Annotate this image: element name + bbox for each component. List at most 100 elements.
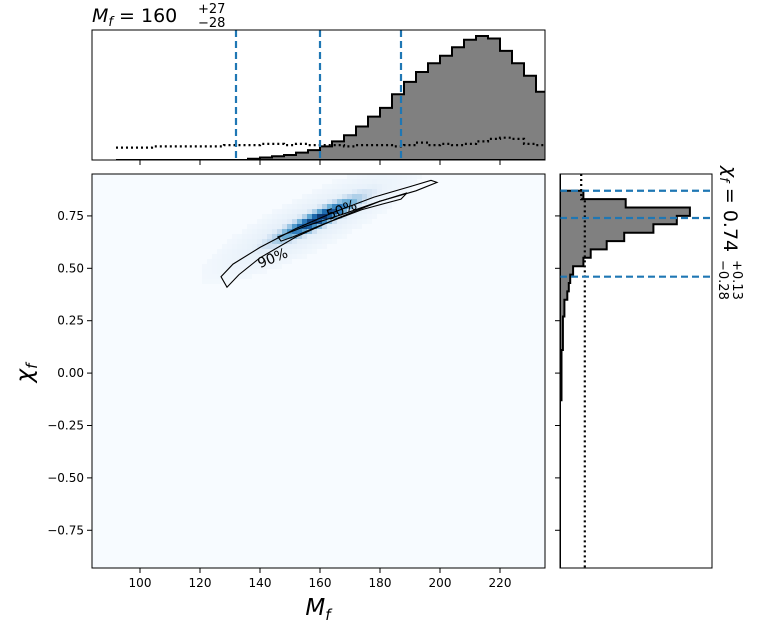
heatmap-cell — [257, 234, 262, 239]
heatmap-cell — [267, 259, 272, 264]
heatmap-cell — [342, 199, 347, 204]
heatmap-cell — [277, 209, 282, 214]
heatmap-cell — [357, 204, 362, 209]
x-tick-label: 100 — [129, 576, 152, 590]
heatmap-cell — [222, 244, 227, 249]
heatmap-cell — [322, 194, 327, 199]
heatmap-cell — [252, 264, 257, 269]
heatmap-cell — [392, 199, 397, 204]
heatmap-cell — [357, 189, 362, 194]
heatmap-cell — [212, 259, 217, 264]
heatmap-cell — [392, 184, 397, 189]
heatmap-cell — [272, 229, 277, 234]
heatmap-cell — [262, 254, 267, 259]
heatmap-cell — [207, 274, 212, 279]
heatmap-cell — [282, 209, 287, 214]
heatmap-cell — [352, 189, 357, 194]
heatmap-cell — [287, 234, 292, 239]
heatmap-cell — [337, 224, 342, 229]
heatmap-cell — [357, 194, 362, 199]
right-label-lower: −0.28 — [715, 260, 730, 300]
heatmap-cell — [317, 204, 322, 209]
heatmap-cell — [227, 249, 232, 254]
heatmap-cell — [367, 219, 372, 224]
heatmap-cell — [357, 214, 362, 219]
heatmap-cell — [322, 209, 327, 214]
heatmap-cell — [397, 179, 402, 184]
heatmap-cell — [232, 234, 237, 239]
heatmap-cell — [227, 244, 232, 249]
heatmap-cell — [342, 219, 347, 224]
heatmap-cell — [362, 184, 367, 189]
heatmap-cell — [337, 194, 342, 199]
heatmap-cell — [302, 239, 307, 244]
heatmap-cell — [287, 204, 292, 209]
x-tick-label: 180 — [369, 576, 392, 590]
heatmap-cell — [392, 174, 397, 179]
x-tick-label: 140 — [249, 576, 272, 590]
heatmap-cell — [267, 254, 272, 259]
heatmap-cell — [352, 204, 357, 209]
heatmap-cell — [407, 174, 412, 179]
heatmap-cell — [322, 239, 327, 244]
heatmap-cell — [222, 274, 227, 279]
heatmap-cell — [272, 244, 277, 249]
heatmap-cell — [377, 194, 382, 199]
heatmap-cell — [312, 244, 317, 249]
heatmap-cell — [332, 219, 337, 224]
heatmap-cell — [322, 199, 327, 204]
heatmap-cell — [372, 209, 377, 214]
heatmap-cell — [327, 184, 332, 189]
heatmap-cell — [272, 219, 277, 224]
heatmap-cell — [297, 199, 302, 204]
heatmap-cell — [347, 179, 352, 184]
heatmap-cell — [412, 179, 417, 184]
heatmap-cell — [307, 224, 312, 229]
heatmap-cell — [387, 179, 392, 184]
heatmap-cell — [377, 204, 382, 209]
heatmap-cell — [272, 239, 277, 244]
heatmap-cell — [247, 239, 252, 244]
heatmap-cell — [322, 229, 327, 234]
heatmap-cell — [207, 259, 212, 264]
y-tick-label: −0.75 — [47, 523, 84, 537]
heatmap-cell — [227, 259, 232, 264]
heatmap-cell — [342, 179, 347, 184]
heatmap-cell — [337, 189, 342, 194]
heatmap-cell — [392, 179, 397, 184]
heatmap-cell — [317, 229, 322, 234]
heatmap-cell — [352, 199, 357, 204]
heatmap-cell — [362, 209, 367, 214]
heatmap-cell — [302, 209, 307, 214]
heatmap-cell — [247, 244, 252, 249]
heatmap-cell — [327, 214, 332, 219]
heatmap-cell — [357, 174, 362, 179]
heatmap-cell — [372, 189, 377, 194]
heatmap-cell — [382, 189, 387, 194]
heatmap-cell — [287, 239, 292, 244]
heatmap-cell — [282, 229, 287, 234]
heatmap-cell — [222, 264, 227, 269]
heatmap-cell — [332, 239, 337, 244]
heatmap-cell — [242, 264, 247, 269]
heatmap-cell — [377, 189, 382, 194]
heatmap-cell — [242, 244, 247, 249]
x-tick-label: 200 — [429, 576, 452, 590]
heatmap-cell — [337, 219, 342, 224]
heatmap-cell — [347, 184, 352, 189]
heatmap-cell — [237, 259, 242, 264]
heatmap-cell — [217, 249, 222, 254]
heatmap-cell — [282, 259, 287, 264]
heatmap-cell — [252, 239, 257, 244]
y-tick-label: 0.00 — [57, 366, 84, 380]
heatmap-cell — [347, 174, 352, 179]
heatmap-cell — [292, 244, 297, 249]
heatmap-cell — [272, 209, 277, 214]
top-marginal-panel: Mf = 160 +27 −28 — [91, 2, 546, 165]
heatmap-cell — [322, 189, 327, 194]
heatmap-cell — [307, 214, 312, 219]
heatmap-cell — [322, 244, 327, 249]
heatmap-cell — [227, 254, 232, 259]
heatmap-cell — [257, 264, 262, 269]
heatmap-cell — [397, 174, 402, 179]
